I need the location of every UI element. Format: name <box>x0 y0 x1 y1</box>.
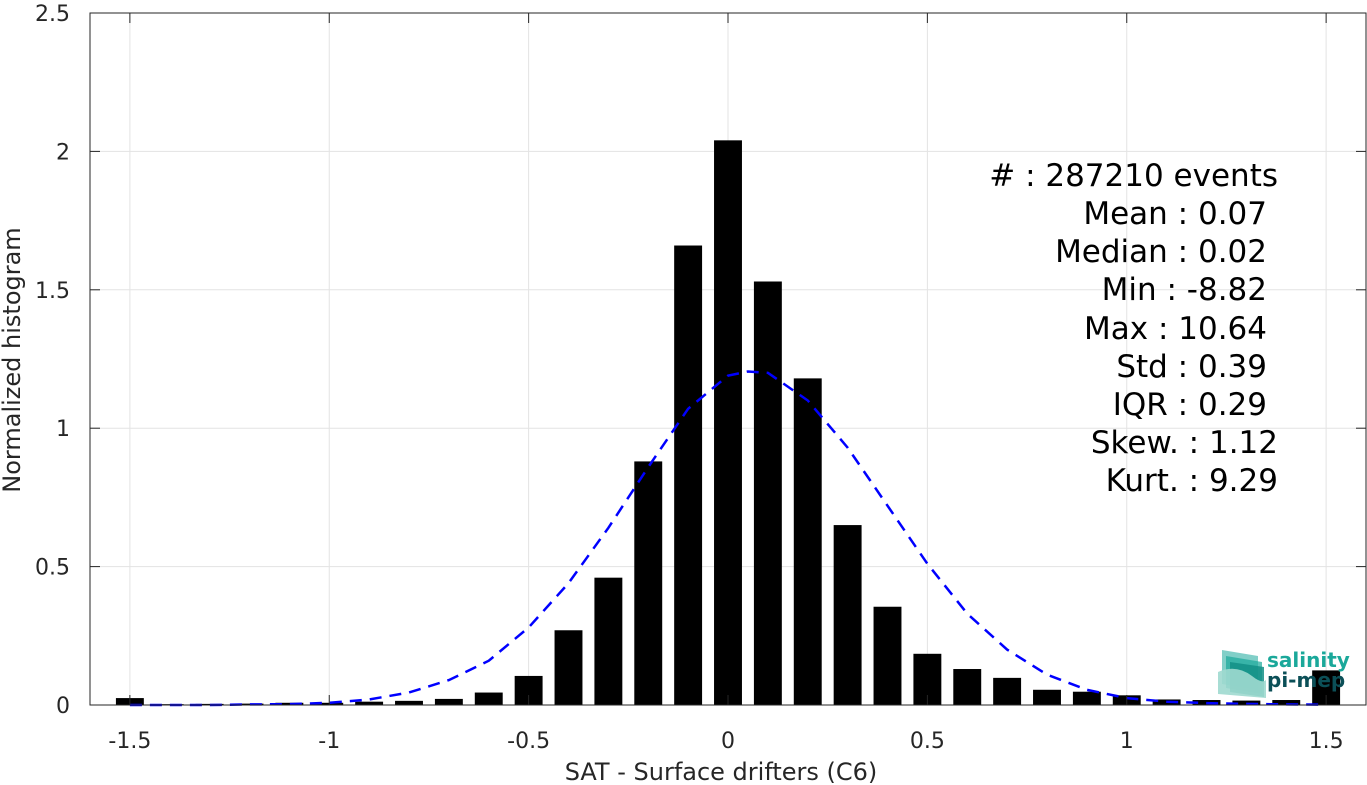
salinity-pimep-logo: salinity pi-mep <box>1218 648 1350 698</box>
histogram-bar <box>235 703 264 705</box>
histogram-bar <box>634 461 663 705</box>
histogram-bar <box>714 140 742 705</box>
stat-median: Median : 0.02 <box>1055 234 1267 270</box>
histogram-bar <box>474 692 503 705</box>
x-tick-label: -1 <box>318 729 340 754</box>
x-tick-label: 1 <box>1120 729 1134 754</box>
stat-iqr: IQR : 0.29 <box>1113 387 1267 423</box>
histogram-bar <box>395 700 423 705</box>
y-axis-label: Normalized histogram <box>0 227 26 492</box>
histogram-bar <box>434 698 463 705</box>
x-axis-label: SAT - Surface drifters (C6) <box>565 758 878 785</box>
y-tick-label: 1.5 <box>35 279 70 304</box>
histogram-bar <box>275 702 304 705</box>
histogram-bar <box>195 703 224 705</box>
histogram-bar <box>1272 700 1301 705</box>
x-tick-label: -1.5 <box>108 729 151 754</box>
histogram-bar <box>993 677 1022 705</box>
histogram-bar <box>793 378 822 705</box>
y-tick-label: 2 <box>56 140 70 165</box>
stat-events: # : 287210 events <box>989 158 1278 194</box>
histogram-bar <box>833 525 862 705</box>
stat-kurt: Kurt. : 9.29 <box>1106 463 1278 499</box>
histogram-bar <box>753 281 782 705</box>
y-tick-label: 0.5 <box>35 556 70 581</box>
logo-waves-icon <box>1218 650 1266 698</box>
histogram-bar <box>1033 689 1061 705</box>
histogram-bar <box>594 577 623 705</box>
y-tick-label: 1 <box>56 417 70 442</box>
logo-line1: salinity <box>1267 648 1350 672</box>
statistics-box: # : 287210 events Mean : 0.07 Median : 0… <box>989 158 1278 499</box>
stat-max: Max : 10.64 <box>1084 311 1267 347</box>
y-tick-label: 2.5 <box>35 2 70 27</box>
x-tick-label: 0 <box>721 729 735 754</box>
x-axis-ticks: -1.5 -1 -0.5 0 0.5 1 1.5 <box>108 13 1344 754</box>
stat-min: Min : -8.82 <box>1102 272 1267 308</box>
histogram-bar <box>1072 691 1101 705</box>
logo-line2: pi-mep <box>1267 668 1345 692</box>
y-axis-ticks: 0 0.5 1 1.5 2 2.5 <box>35 2 1366 719</box>
stat-skew: Skew. : 1.12 <box>1091 425 1278 461</box>
histogram-bar <box>953 669 982 705</box>
histogram-bar <box>674 245 703 705</box>
histogram-bar <box>554 630 583 705</box>
x-tick-label: 1.5 <box>1309 729 1344 754</box>
stat-mean: Mean : 0.07 <box>1083 196 1267 232</box>
x-tick-label: -0.5 <box>507 729 550 754</box>
normal-fit-curve <box>129 370 1327 707</box>
y-tick-label: 0 <box>56 694 70 719</box>
x-tick-label: 0.5 <box>910 729 945 754</box>
stat-std: Std : 0.39 <box>1116 349 1267 385</box>
histogram-bar <box>873 606 902 705</box>
histogram-bar <box>355 701 384 705</box>
